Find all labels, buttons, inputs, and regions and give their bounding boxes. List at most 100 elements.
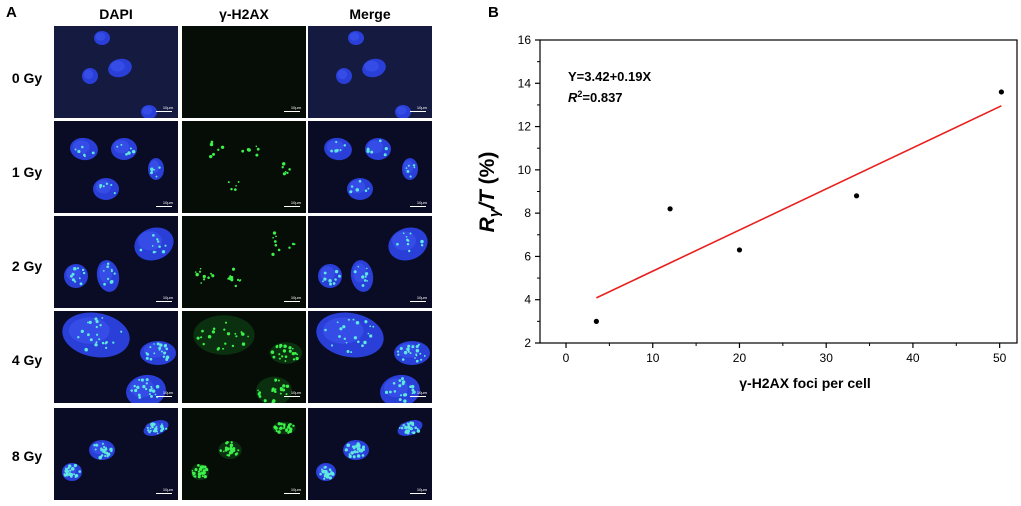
gamma-h2ax-focus <box>277 422 281 426</box>
gamma-h2ax-focus <box>202 472 206 475</box>
gamma-h2ax-focus <box>420 243 424 247</box>
gamma-h2ax-focus <box>321 468 323 471</box>
gamma-h2ax-focus <box>289 427 293 431</box>
gamma-h2ax-focus <box>138 395 142 399</box>
gamma-h2ax-focus <box>200 336 203 339</box>
micrograph-image <box>62 420 169 481</box>
gamma-h2ax-focus <box>231 267 236 271</box>
gamma-h2ax-focus <box>153 168 156 171</box>
gamma-h2ax-focus <box>285 384 290 388</box>
gamma-h2ax-focus <box>144 387 148 391</box>
gamma-h2ax-focus <box>145 382 148 385</box>
gamma-h2ax-focus <box>415 348 420 353</box>
gamma-h2ax-focus <box>98 338 101 341</box>
gamma-h2ax-focus <box>220 145 225 149</box>
gamma-h2ax-focus <box>324 470 326 472</box>
gamma-h2ax-focus <box>405 235 408 238</box>
gamma-h2ax-focus <box>278 427 281 430</box>
gamma-h2ax-focus <box>283 344 287 349</box>
gamma-h2ax-focus <box>150 387 153 390</box>
gamma-h2ax-focus <box>110 270 113 273</box>
gamma-h2ax-focus <box>227 277 230 280</box>
gamma-h2ax-focus <box>369 325 372 328</box>
gamma-h2ax-focus <box>202 469 206 473</box>
gamma-h2ax-focus <box>106 454 109 458</box>
gamma-h2ax-focus <box>199 267 202 270</box>
gamma-h2ax-focus <box>409 232 412 235</box>
gamma-h2ax-focus <box>336 321 339 324</box>
regression-line <box>596 105 1002 299</box>
gamma-h2ax-focus <box>419 352 422 355</box>
scale-bar <box>156 111 172 112</box>
nucleus-highlight <box>392 231 416 251</box>
gamma-h2ax-focus <box>323 477 326 480</box>
gamma-h2ax-focus <box>106 277 110 281</box>
scale-bar <box>284 301 300 302</box>
gamma-h2ax-focus <box>217 148 220 151</box>
gamma-h2ax-focus <box>411 388 415 392</box>
gamma-h2ax-focus <box>323 466 326 469</box>
gamma-h2ax-focus <box>288 246 291 249</box>
gamma-h2ax-focus <box>257 389 259 392</box>
gamma-h2ax-focus <box>411 392 414 395</box>
gamma-h2ax-focus <box>148 393 151 396</box>
gamma-h2ax-focus <box>338 335 341 338</box>
nucleus-highlight <box>337 69 348 80</box>
gamma-h2ax-focus <box>165 358 169 361</box>
gamma-h2ax-focus <box>398 379 402 382</box>
y-label-gamma: γ <box>486 207 503 217</box>
gamma-h2ax-focus <box>77 149 81 154</box>
gamma-h2ax-focus <box>131 149 136 154</box>
gamma-h2ax-focus <box>226 332 231 336</box>
nucleus-highlight <box>349 180 366 194</box>
gamma-h2ax-focus <box>353 270 357 274</box>
gamma-h2ax-focus <box>272 355 276 359</box>
gamma-h2ax-focus <box>210 272 212 275</box>
gamma-h2ax-focus <box>279 346 282 349</box>
gamma-h2ax-focus <box>409 352 412 355</box>
gamma-h2ax-focus <box>383 153 387 157</box>
gamma-h2ax-focus <box>412 431 416 435</box>
gamma-h2ax-focus <box>104 342 107 345</box>
gamma-h2ax-focus <box>409 427 413 431</box>
gamma-h2ax-focus <box>263 399 267 403</box>
gamma-h2ax-focus <box>125 152 128 156</box>
data-point <box>736 247 743 253</box>
gamma-h2ax-focus <box>138 378 141 381</box>
gamma-h2ax-focus <box>130 389 133 392</box>
micrograph-image <box>82 31 157 118</box>
data-point <box>853 193 860 199</box>
gamma-h2ax-focus <box>66 468 69 471</box>
gamma-h2ax-focus <box>102 450 104 453</box>
gamma-h2ax-focus <box>150 171 153 175</box>
gamma-h2ax-focus <box>146 426 149 429</box>
gamma-h2ax-focus <box>161 423 163 425</box>
gamma-h2ax-focus <box>148 431 151 434</box>
gamma-h2ax-focus <box>384 146 388 151</box>
y-tick-label: 12 <box>518 120 532 134</box>
gamma-h2ax-focus <box>110 183 113 187</box>
gamma-h2ax-focus <box>76 267 80 270</box>
regression-equation: Y=3.42+0.19X <box>568 69 651 84</box>
gamma-h2ax-focus <box>323 277 327 281</box>
gamma-h2ax-focus <box>210 140 214 144</box>
gamma-h2ax-focus <box>278 357 281 360</box>
gamma-h2ax-focus <box>103 446 106 449</box>
gamma-h2ax-focus <box>84 347 88 352</box>
gamma-h2ax-focus <box>142 384 146 389</box>
gamma-h2ax-focus <box>324 328 327 332</box>
gamma-h2ax-focus <box>353 450 357 454</box>
gamma-h2ax-focus <box>327 473 330 476</box>
nucleus-highlight <box>99 263 113 283</box>
gamma-h2ax-focus <box>279 392 282 395</box>
gamma-h2ax-focus <box>355 320 360 325</box>
gamma-h2ax-focus <box>197 475 201 479</box>
gamma-h2ax-focus <box>88 320 92 325</box>
gamma-h2ax-focus <box>155 430 158 433</box>
gamma-h2ax-focus <box>384 390 389 394</box>
nucleus-highlight <box>396 106 407 115</box>
micrograph-tile: 10μm <box>54 408 178 500</box>
row-label-1gy: 1 Gy <box>11 164 43 180</box>
panel-b-letter: B <box>488 4 499 21</box>
gamma-h2ax-focus <box>192 471 196 476</box>
